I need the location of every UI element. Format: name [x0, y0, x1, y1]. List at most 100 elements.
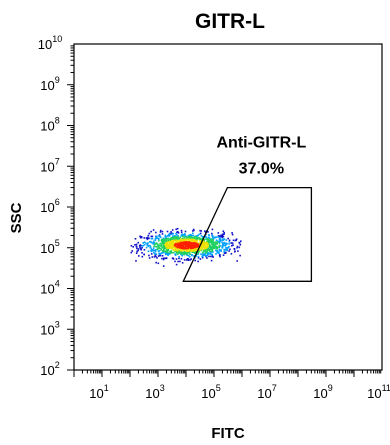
scatter-point: [176, 227, 179, 230]
scatter-point: [153, 245, 156, 247]
scatter-point: [215, 243, 217, 245]
scatter-point: [231, 242, 234, 244]
y-tick-label: 108: [40, 116, 59, 134]
scatter-point: [202, 248, 204, 251]
scatter-point: [139, 236, 142, 239]
scatter-point: [231, 232, 233, 234]
scatter-point: [194, 251, 197, 253]
scatter-point: [162, 265, 165, 267]
scatter-point: [200, 244, 202, 247]
scatter-point: [233, 248, 236, 250]
scatter-point: [204, 235, 207, 238]
scatter-point: [140, 248, 142, 251]
scatter-point: [232, 239, 235, 242]
scatter-point: [188, 251, 191, 253]
scatter-point: [208, 255, 210, 258]
scatter-point: [148, 237, 150, 240]
plot-area: [73, 43, 383, 371]
scatter-point: [159, 242, 161, 245]
scatter-point: [178, 246, 180, 248]
scatter-point: [215, 239, 218, 241]
scatter-point: [221, 233, 224, 236]
scatter-point: [195, 255, 198, 257]
scatter-point: [166, 247, 169, 249]
scatter-point: [207, 231, 209, 233]
scatter-point: [210, 238, 212, 240]
scatter-point: [187, 259, 190, 261]
scatter-point: [156, 248, 159, 250]
y-tick-label: 102: [40, 360, 59, 378]
scatter-point: [143, 241, 146, 243]
x-tick-label: 109: [313, 383, 332, 401]
scatter-point: [142, 242, 145, 244]
scatter-point: [197, 236, 199, 239]
scatter-point: [171, 238, 174, 240]
scatter-point: [193, 240, 195, 242]
scatter-point: [169, 250, 172, 253]
scatter-point: [195, 248, 197, 251]
scatter-point: [227, 237, 229, 240]
scatter-point: [164, 243, 166, 246]
scatter-point: [172, 242, 174, 244]
scatter-point: [195, 244, 197, 246]
scatter-point: [201, 256, 204, 259]
scatter-point: [229, 248, 231, 251]
scatter-point: [211, 253, 213, 256]
scatter-point: [153, 251, 155, 254]
scatter-point: [186, 249, 188, 252]
scatter-point: [161, 255, 164, 257]
scatter-point: [228, 250, 230, 252]
scatter-point: [156, 237, 159, 240]
scatter-point: [191, 251, 194, 253]
scatter-point: [189, 259, 191, 261]
scatter-point: [176, 236, 179, 238]
scatter-point: [211, 247, 213, 250]
scatter-point: [153, 249, 156, 252]
scatter-point: [192, 232, 194, 235]
scatter-point: [167, 241, 170, 243]
scatter-point: [183, 234, 185, 237]
scatter-point: [206, 244, 208, 247]
scatter-point: [203, 246, 205, 248]
scatter-point: [234, 250, 236, 252]
scatter-point: [167, 251, 169, 253]
scatter-point: [192, 242, 195, 244]
scatter-point: [212, 238, 215, 240]
scatter-point: [158, 244, 161, 247]
scatter-point: [206, 251, 209, 253]
scatter-point: [137, 248, 140, 250]
plot-frame: [73, 43, 383, 371]
scatter-point: [174, 260, 176, 263]
scatter-point: [178, 241, 180, 244]
scatter-point: [156, 257, 158, 259]
scatter-point: [193, 236, 196, 238]
scatter-point: [178, 257, 180, 260]
scatter-point: [212, 256, 214, 258]
scatter-point: [172, 243, 175, 246]
scatter-point: [221, 242, 224, 245]
scatter-point: [191, 235, 193, 237]
scatter-point: [214, 236, 216, 239]
gate: Anti-GITR-L 37.0%: [182, 135, 313, 282]
scatter-point: [162, 237, 165, 240]
scatter-point: [186, 237, 188, 239]
scatter-point: [215, 247, 218, 249]
scatter-point: [177, 231, 179, 233]
scatter-point: [182, 246, 184, 249]
scatter-point: [169, 246, 171, 248]
scatter-point: [204, 247, 206, 250]
scatter-point: [206, 245, 208, 248]
scatter-point: [176, 251, 179, 253]
scatter-point: [197, 243, 200, 246]
scatter-point: [180, 258, 183, 260]
scatter-point: [158, 239, 160, 242]
scatter-point: [134, 238, 137, 240]
scatter-point: [150, 237, 153, 240]
scatter-point: [141, 246, 143, 249]
y-tick-label: 1010: [38, 34, 62, 52]
scatter-point: [176, 253, 178, 255]
scatter-point: [185, 247, 187, 250]
scatter-point: [157, 244, 159, 246]
scatter-point: [193, 243, 195, 246]
scatter-point: [150, 230, 152, 233]
